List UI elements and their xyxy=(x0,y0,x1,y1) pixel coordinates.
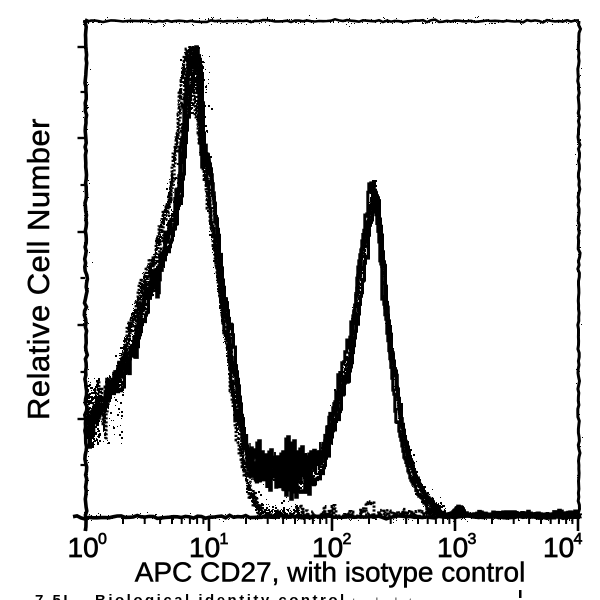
svg-text:1: 1 xyxy=(220,531,229,548)
svg-text:7.5L Biological identity con: 7.5L Biological identity control xyxy=(35,592,347,600)
svg-text:0: 0 xyxy=(98,531,107,548)
svg-text:10: 10 xyxy=(543,532,574,563)
svg-text:3: 3 xyxy=(468,531,477,548)
svg-text:4: 4 xyxy=(574,531,583,548)
svg-text:2: 2 xyxy=(343,531,352,548)
svg-text:10: 10 xyxy=(189,532,220,563)
svg-text:10: 10 xyxy=(437,532,468,563)
svg-text:tech data: tech data xyxy=(352,595,424,600)
svg-text:APC CD27, with isotype control: APC CD27, with isotype control xyxy=(135,557,526,588)
svg-text:10: 10 xyxy=(312,532,343,563)
svg-text:Relative Cell Number: Relative Cell Number xyxy=(21,118,56,420)
svg-text:10: 10 xyxy=(68,532,99,563)
